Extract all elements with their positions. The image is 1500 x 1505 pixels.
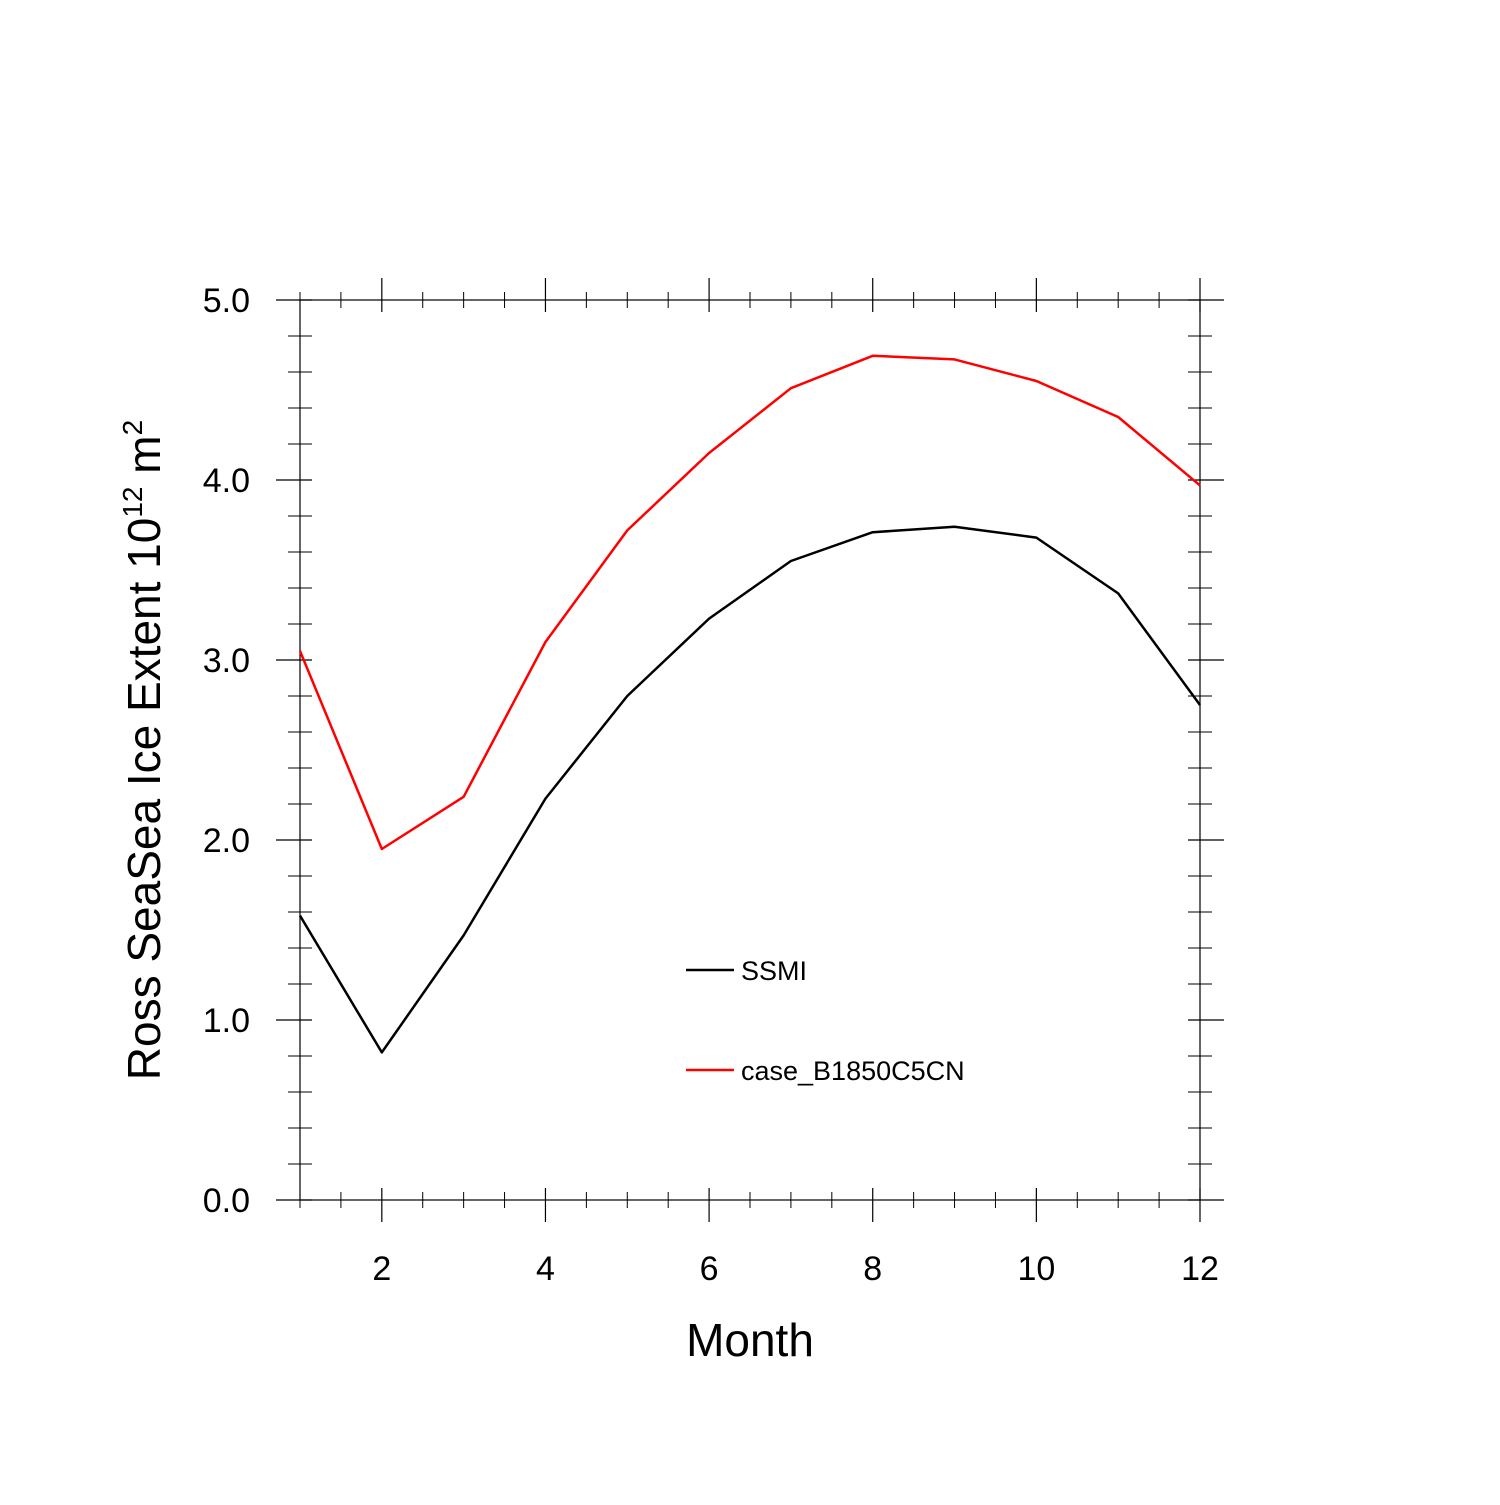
series-line-case-b1850c5cn: [298, 354, 1201, 851]
x-tick-label: 8: [863, 1250, 882, 1288]
y-tick-label: 3.0: [203, 642, 250, 680]
series-layer: [298, 354, 1202, 1054]
y-tick-label: 1.0: [203, 1002, 250, 1040]
y-axis-title-unit: m: [118, 435, 170, 486]
x-tick-label: 6: [700, 1250, 719, 1288]
x-tick-label: 12: [1181, 1250, 1219, 1288]
y-tick-label: 2.0: [203, 822, 250, 860]
legend-label-case-b1850c5cn: case_B1850C5CN: [741, 1056, 965, 1086]
tick-labels-layer: 2 4 6 8 10 12 0.0 1.0 2.0 3.0 4.0 5.0: [203, 282, 1219, 1288]
x-tick-label: 2: [372, 1250, 391, 1288]
plot-frame: [299, 299, 1201, 1201]
x-tick-label: 10: [1017, 1250, 1055, 1288]
x-tick-label: 4: [536, 1250, 555, 1288]
series-line-ssmi: [298, 525, 1202, 1054]
y-axis-title: Ross SeaSea Ice Extent 1012 m2: [117, 420, 170, 1080]
legend-label-ssmi: SSMI: [741, 956, 807, 986]
y-axis-title-exponent: 12: [117, 486, 148, 517]
y-axis-title-main: Ross SeaSea Ice Extent 10: [118, 518, 170, 1081]
x-axis-title: Month: [686, 1314, 814, 1366]
y-tick-label: 0.0: [203, 1182, 250, 1220]
y-tick-label: 4.0: [203, 462, 250, 500]
legend: SSMI case_B1850C5CN: [686, 956, 965, 1086]
y-tick-label: 5.0: [203, 282, 250, 320]
y-axis-title-unit-exponent: 2: [117, 420, 148, 436]
